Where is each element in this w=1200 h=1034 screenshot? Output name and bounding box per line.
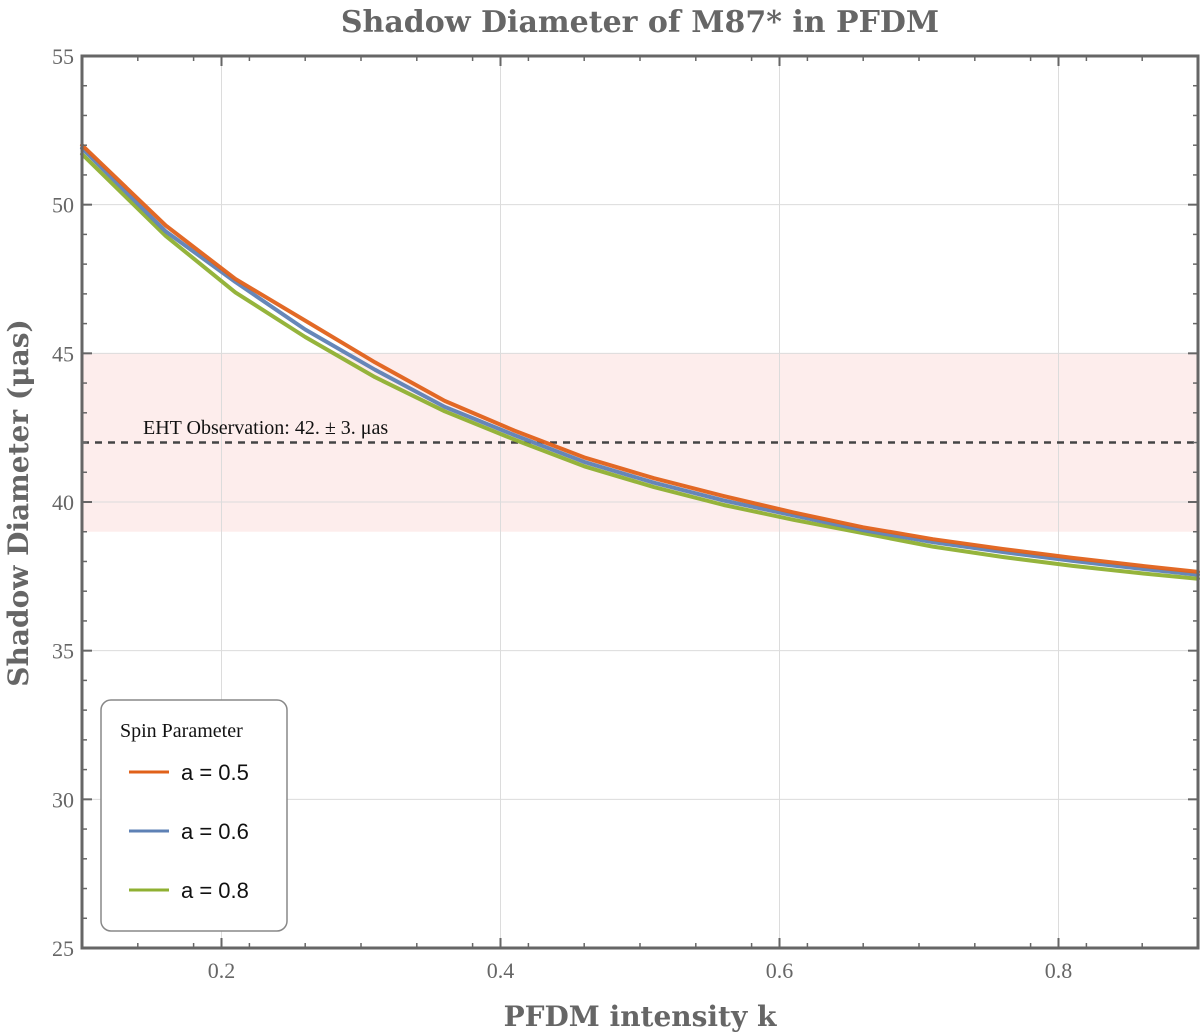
x-tick-label-2: 0.6 — [766, 958, 794, 983]
legend-title: Spin Parameter — [120, 720, 243, 742]
legend-label-a05: a = 0.5 — [181, 760, 249, 785]
legend: Spin Parameter a = 0.5 a = 0.6 a = 0.8 — [100, 699, 288, 932]
x-tick-label-1: 0.4 — [487, 958, 515, 983]
series-line-1 — [80, 146, 1200, 577]
y-tick-label-5: 50 — [52, 193, 74, 218]
eht-band — [82, 353, 1198, 532]
x-axis-label: PFDM intensity k — [504, 1000, 777, 1033]
y-tick-label-3: 40 — [52, 490, 74, 515]
series-layer — [80, 143, 1200, 581]
series-line-2 — [80, 152, 1200, 581]
series-line-0 — [80, 143, 1200, 574]
eht-band-layer — [82, 353, 1198, 532]
legend-box — [100, 699, 288, 932]
x-tick-label-3: 0.8 — [1045, 958, 1073, 983]
y-tick-label-4: 45 — [52, 341, 74, 366]
y-tick-label-6: 55 — [52, 44, 74, 69]
y-tick-label-1: 30 — [52, 787, 74, 812]
y-tick-label-2: 35 — [52, 639, 74, 664]
tick-layer: 0.2 0.4 0.6 0.8 25 30 35 40 45 50 55 — [52, 44, 1199, 983]
chart-title: Shadow Diameter of M87* in PFDM — [341, 5, 939, 40]
y-axis-label: Shadow Diameter (μas) — [2, 319, 35, 686]
legend-label-a06: a = 0.6 — [181, 819, 249, 844]
eht-annotation: EHT Observation: 42. ± 3. μas — [143, 417, 388, 439]
x-tick-label-0: 0.2 — [208, 958, 236, 983]
legend-label-a08: a = 0.8 — [181, 878, 249, 903]
y-tick-label-0: 25 — [52, 936, 74, 961]
